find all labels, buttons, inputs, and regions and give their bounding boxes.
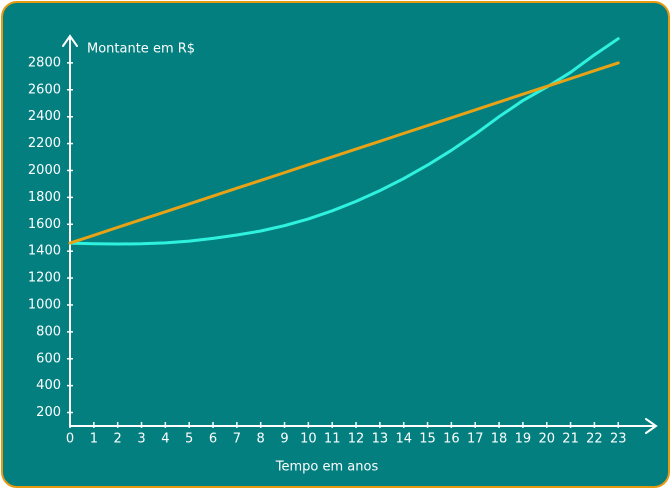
y-tick-label: 2000 bbox=[28, 163, 61, 178]
x-tick-label: 22 bbox=[586, 432, 603, 447]
y-tick-label: 600 bbox=[36, 351, 61, 366]
y-tick-label: 1000 bbox=[28, 297, 61, 312]
x-axis-arrow bbox=[645, 418, 658, 434]
y-tick-label: 1200 bbox=[28, 271, 61, 286]
y-tick-label: 2200 bbox=[28, 136, 61, 151]
x-tick-label: 11 bbox=[324, 432, 341, 447]
y-tick-label: 800 bbox=[36, 324, 61, 339]
y-tick-label: 1800 bbox=[28, 190, 61, 205]
y-tick-label: 2600 bbox=[28, 82, 61, 97]
y-tick-label: 2400 bbox=[28, 109, 61, 124]
x-tick-label: 23 bbox=[610, 432, 627, 447]
x-tick-label: 18 bbox=[491, 432, 508, 447]
x-tick-label: 3 bbox=[137, 432, 145, 447]
x-tick-label: 21 bbox=[562, 432, 579, 447]
axes bbox=[62, 34, 658, 434]
x-tick-label: 5 bbox=[185, 432, 193, 447]
x-tick-label: 9 bbox=[280, 432, 288, 447]
x-tick-label: 17 bbox=[467, 432, 484, 447]
y-tick-label: 400 bbox=[36, 378, 61, 393]
y-axis-title: Montante em R$ bbox=[87, 42, 195, 57]
x-tick-label: 15 bbox=[419, 432, 436, 447]
data-line bbox=[68, 61, 620, 245]
x-tick-label: 19 bbox=[515, 432, 532, 447]
x-tick-label: 16 bbox=[443, 432, 460, 447]
x-tick-label: 4 bbox=[161, 432, 169, 447]
y-tick-label: 200 bbox=[36, 405, 61, 420]
y-axis-arrow bbox=[62, 34, 78, 47]
x-tick-label: 0 bbox=[66, 432, 74, 447]
x-tick-label: 14 bbox=[395, 432, 412, 447]
x-tick-label: 20 bbox=[538, 432, 555, 447]
y-tick-label: 1600 bbox=[28, 217, 61, 232]
x-tick-label: 12 bbox=[348, 432, 365, 447]
y-tick-label: 1400 bbox=[28, 244, 61, 259]
x-tick-label: 2 bbox=[114, 432, 122, 447]
x-axis-title: Tempo em anos bbox=[275, 460, 379, 475]
x-tick-label: 1 bbox=[90, 432, 98, 447]
x-tick-label: 6 bbox=[209, 432, 217, 447]
x-tick-label: 13 bbox=[372, 432, 389, 447]
data-line bbox=[68, 37, 620, 246]
chart: Montante em R$ Tempo em anos 20040060080… bbox=[28, 34, 658, 475]
x-tick-label: 8 bbox=[257, 432, 265, 447]
x-tick-label: 7 bbox=[233, 432, 241, 447]
x-tick-label: 10 bbox=[300, 432, 317, 447]
y-tick-label: 2800 bbox=[28, 55, 61, 70]
